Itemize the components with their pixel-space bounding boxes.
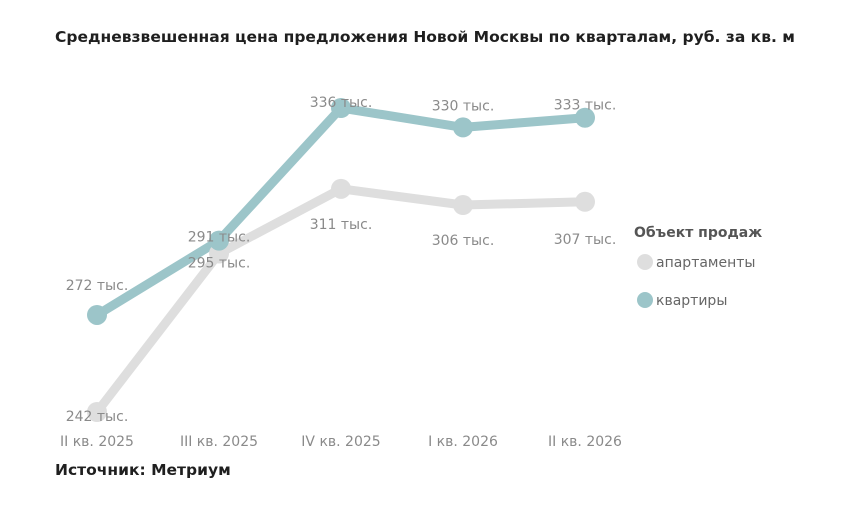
- legend-swatch-flats: [637, 292, 653, 308]
- x-tick-label-5: II кв. 2026: [548, 434, 622, 450]
- legend-label-apartments: апартаменты: [656, 255, 755, 271]
- data-point-apartments-3: [331, 178, 351, 199]
- x-tick-label-2: III кв. 2025: [180, 434, 258, 450]
- x-tick-label-3: IV кв. 2025: [301, 434, 380, 450]
- legend-swatch-apartments: [637, 254, 653, 270]
- data-point-flats-2: [209, 230, 229, 251]
- series-line-flats: [92, 103, 590, 320]
- data-label-apartments-2: 291 тыс.: [188, 230, 251, 246]
- data-point-apartments-4: [453, 195, 473, 216]
- data-label-apartments-3: 311 тыс.: [310, 217, 373, 233]
- data-label-flats-5: 333 тыс.: [554, 98, 617, 114]
- data-point-flats-3: [331, 98, 351, 118]
- data-point-apartments-1: [87, 402, 107, 422]
- data-label-flats-2: 295 тыс.: [188, 256, 251, 272]
- data-label-flats-1: 272 тыс.: [66, 278, 129, 294]
- data-label-apartments-1: 242 тыс.: [66, 409, 129, 425]
- data-point-apartments-5: [575, 191, 595, 212]
- data-label-flats-3: 336 тыс.: [310, 95, 373, 111]
- data-point-flats-4: [453, 117, 473, 138]
- data-label-flats-4: 330 тыс.: [432, 98, 495, 114]
- data-point-flats-1: [87, 304, 107, 325]
- legend-label-flats: квартиры: [656, 293, 727, 309]
- chart-source: Источник: Метриум: [55, 461, 231, 479]
- data-label-apartments-4: 306 тыс.: [432, 233, 495, 249]
- data-label-apartments-5: 307 тыс.: [554, 232, 617, 248]
- x-tick-label-4: I кв. 2026: [428, 434, 498, 450]
- x-tick-label-1: II кв. 2025: [60, 434, 134, 450]
- data-point-flats-5: [575, 107, 595, 128]
- chart-title: Средневзвешенная цена предложения Новой …: [55, 28, 795, 46]
- legend-title: Объект продаж: [634, 225, 762, 241]
